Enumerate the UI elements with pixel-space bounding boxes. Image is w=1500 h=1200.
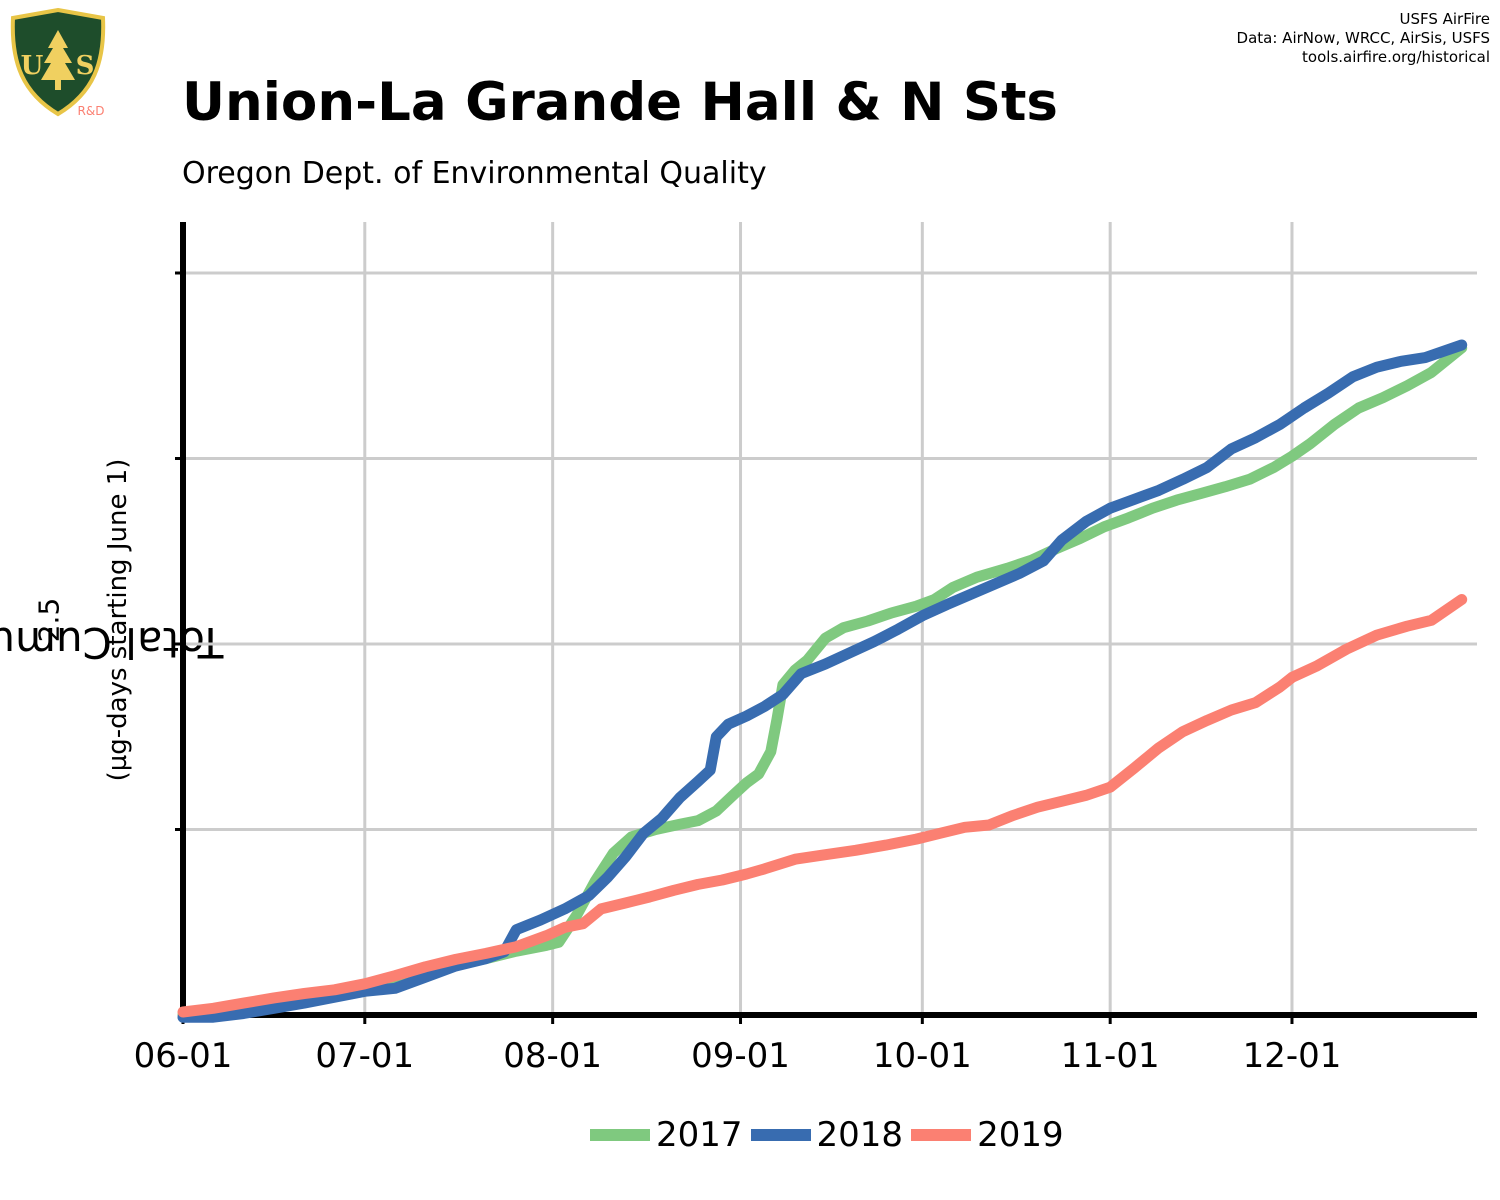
legend-label: 2017: [656, 1115, 743, 1155]
chart-subtitle: Oregon Dept. of Environmental Quality: [182, 156, 767, 191]
series-line-2019: [177, 594, 1468, 1018]
x-tick-label: 08-01: [503, 1036, 602, 1076]
x-tick-label: 10-01: [873, 1036, 972, 1076]
legend-item-2019: 2019: [911, 1115, 1064, 1155]
credits: USFS AirFire Data: AirNow, WRCC, AirSis,…: [1237, 10, 1490, 67]
logo-letter-s: S: [76, 51, 95, 81]
tree-icon: [41, 30, 75, 90]
series-line-2018: [177, 339, 1468, 1023]
logo-tag: R&D: [78, 104, 105, 118]
legend-label: 2019: [977, 1115, 1064, 1155]
legend-item-2017: 2017: [590, 1115, 743, 1155]
credit-line-3: tools.airfire.org/historical: [1302, 48, 1490, 66]
x-tick-label: 07-01: [315, 1036, 414, 1076]
x-tick-label: 12-01: [1243, 1036, 1342, 1076]
legend-label: 2018: [816, 1115, 904, 1155]
legend-swatch: [911, 1129, 972, 1141]
chart-title: Union-La Grande Hall & N Sts: [182, 72, 1058, 133]
legend: 2017 2018 2019: [590, 1115, 1072, 1155]
legend-swatch: [590, 1129, 650, 1141]
x-tick-label: 06-01: [134, 1036, 233, 1076]
x-tick-label: 11-01: [1061, 1036, 1160, 1076]
legend-item-2018: 2018: [750, 1115, 904, 1155]
logo-letter-u: U: [21, 51, 44, 81]
usfs-logo: U S R&D: [10, 8, 106, 118]
series-line-2017: [177, 342, 1468, 1021]
legend-swatch: [750, 1129, 811, 1141]
credit-line-1: USFS AirFire: [1399, 10, 1490, 28]
credit-line-2: Data: AirNow, WRCC, AirSis, USFS: [1236, 29, 1490, 47]
x-tick-label: 09-01: [691, 1036, 790, 1076]
